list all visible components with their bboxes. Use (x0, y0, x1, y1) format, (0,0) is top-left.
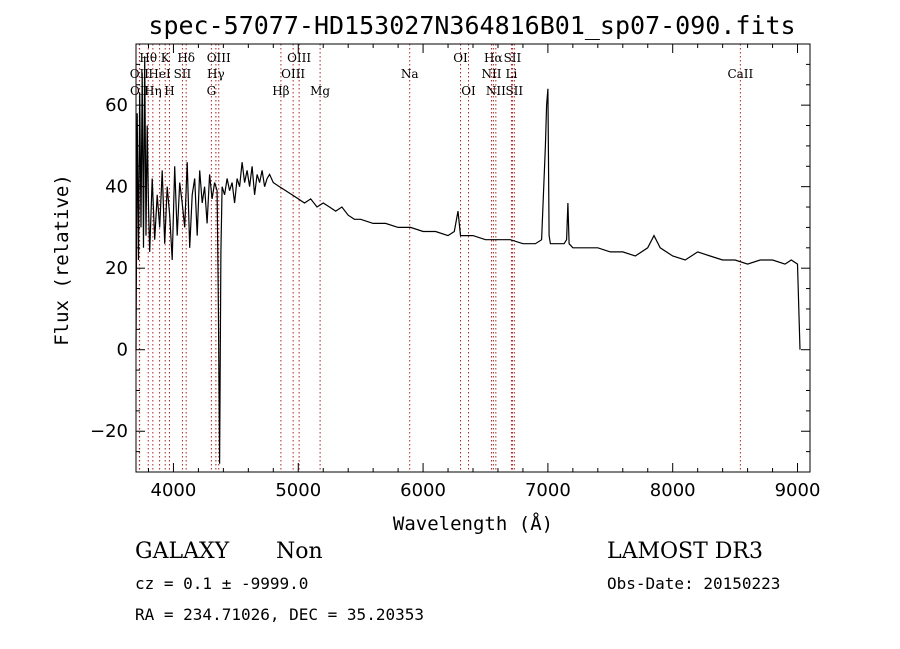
x-tick-label-1: 5000 (275, 480, 321, 501)
x-axis-label: Wavelength (Å) (393, 512, 553, 535)
y-tick-label-3: 40 (105, 177, 128, 198)
x-tick-label-2: 6000 (400, 480, 446, 501)
x-tick-label-3: 7000 (525, 480, 571, 501)
line-label-21: NII (486, 84, 506, 98)
line-label-13: OIII (281, 67, 305, 81)
spectrum-series-line (135, 56, 801, 464)
x-tick-label-5: 9000 (775, 480, 821, 501)
line-label-3: Hη (144, 84, 162, 98)
line-label-24: Li (506, 67, 518, 81)
line-label-6: H (164, 84, 174, 98)
line-label-11: G (207, 84, 217, 98)
line-label-17: OI (453, 51, 468, 65)
line-label-18: OI (461, 84, 476, 98)
line-label-7: Hδ (177, 51, 195, 65)
line-label-12: Hβ (272, 84, 289, 98)
y-axis-ticks: −20 0 20 40 60 (90, 43, 810, 473)
x-tick-label-0: 4000 (151, 480, 197, 501)
line-label-16: Na (401, 67, 419, 81)
y-tick-label-4: 60 (105, 95, 128, 116)
object-class: GALAXY (135, 539, 230, 564)
y-tick-label-2: 20 (105, 258, 128, 279)
object-subclass: Non (276, 539, 323, 564)
line-label-4: HeI (148, 67, 171, 81)
obs-date-text: Obs-Date: 20150223 (607, 574, 780, 593)
chart-title: spec-57077-HD153027N364816B01_sp07-090.f… (148, 11, 795, 40)
line-label-22: SII (504, 51, 522, 65)
line-label-8: SII (174, 67, 192, 81)
y-tick-label-0: −20 (90, 421, 128, 442)
line-label-15: Mg (310, 84, 330, 98)
redshift-text: cz = 0.1 ± -9999.0 (135, 574, 308, 593)
line-label-9: OIII (207, 51, 231, 65)
line-label-19: NII (481, 67, 501, 81)
emission-line-markers (138, 44, 741, 472)
line-label-14: OIII (287, 51, 311, 65)
plot-frame (135, 43, 811, 473)
line-label-23: SII (505, 84, 523, 98)
y-axis-label: Flux (relative) (51, 174, 73, 346)
x-axis-ticks: 4000 5000 6000 7000 8000 9000 (147, 44, 821, 501)
y-tick-label-1: 0 (117, 340, 128, 361)
coordinates-text: RA = 234.71026, DEC = 35.20353 (135, 605, 424, 624)
x-tick-label-4: 8000 (650, 480, 696, 501)
line-label-2: Hθ (139, 51, 157, 65)
line-label-20: Hα (484, 51, 503, 65)
line-label-5: K (161, 51, 171, 65)
line-label-0: OII (130, 67, 150, 81)
line-label-25: CaII (727, 67, 753, 81)
survey-name: LAMOST DR3 (607, 539, 763, 564)
line-label-10: Hγ (207, 67, 225, 81)
